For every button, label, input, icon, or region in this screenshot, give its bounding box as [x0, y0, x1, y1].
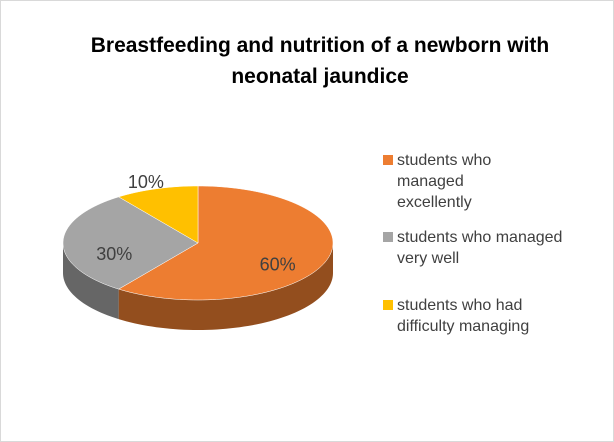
- legend-label: students who managed very well: [397, 229, 563, 267]
- legend-entry: students who managed excellently: [383, 150, 583, 213]
- legend-swatch: [383, 232, 393, 242]
- legend-swatch: [383, 155, 393, 165]
- data-label: 10%: [128, 172, 164, 192]
- pie-slice-side: [63, 243, 119, 320]
- legend-swatch: [383, 300, 393, 310]
- legend-entry: students who had difficulty managing: [383, 295, 583, 337]
- data-label: 30%: [96, 244, 132, 264]
- chart-title: Breastfeeding and nutrition of a newborn…: [90, 34, 550, 88]
- legend-entry: students who managed very well: [383, 227, 583, 269]
- data-label: 60%: [260, 255, 296, 275]
- legend-label: students who had difficulty managing: [397, 297, 530, 335]
- pie-slice: [118, 185, 199, 244]
- pie-slice: [118, 185, 334, 301]
- legend-label: students who managed excellently: [397, 152, 492, 211]
- pie-slice: [62, 196, 199, 290]
- pie-slice-side: [118, 243, 334, 330]
